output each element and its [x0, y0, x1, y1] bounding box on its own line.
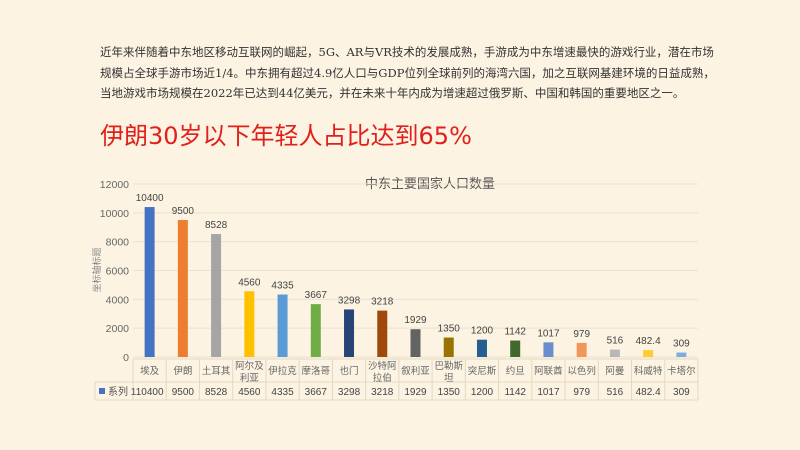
category-label: 叙利亚: [401, 365, 430, 377]
data-label: 8528: [205, 220, 228, 231]
category-label: 突尼斯: [468, 365, 497, 377]
table-value: 309: [673, 387, 690, 398]
table-value: 482.4: [636, 387, 661, 398]
headline: 伊朗30岁以下年轻人占比达到65%: [100, 122, 472, 150]
category-label: 以色列: [567, 365, 596, 377]
table-value: 9500: [172, 387, 195, 398]
category-label: 阿联酋: [534, 365, 563, 377]
category-label: 伊朗: [173, 365, 192, 377]
category-label: 约旦: [506, 365, 525, 377]
paragraph-line: 当地游戏市场规模在2022年已达到44亿美元，并在未来十年内成为增速超过俄罗斯、…: [100, 86, 685, 100]
table-value: 4335: [271, 387, 294, 398]
data-label: 1200: [471, 326, 494, 337]
data-label: 309: [673, 339, 690, 350]
bar: [510, 340, 521, 357]
data-label: 10400: [136, 193, 164, 204]
category-label: 摩洛哥: [302, 365, 331, 377]
bar: [277, 294, 288, 357]
category-label: 伊拉克: [268, 365, 297, 377]
category-label: 坦: [444, 373, 454, 384]
table-value: 4560: [238, 387, 261, 398]
table-value: 1142: [504, 387, 526, 398]
bar: [344, 309, 355, 357]
data-label: 3298: [338, 295, 361, 306]
bar: [310, 304, 321, 357]
data-label: 4560: [238, 277, 261, 288]
table-value: 3298: [338, 387, 361, 398]
table-value: 3218: [371, 387, 394, 398]
bar: [377, 310, 388, 357]
category-label: 埃及: [140, 365, 160, 377]
bar: [211, 234, 222, 357]
data-label: 979: [573, 329, 590, 340]
data-label: 4335: [271, 281, 294, 292]
category-label: 巴勒斯: [434, 360, 463, 372]
table-value: 10400: [136, 387, 164, 398]
bar: [576, 342, 587, 357]
bar: [177, 220, 188, 357]
data-label: 1017: [537, 328, 560, 339]
y-tick-label: 0: [123, 352, 129, 364]
bar: [144, 207, 155, 357]
bar: [244, 291, 255, 357]
data-label: 3667: [305, 290, 328, 301]
legend-key: [99, 388, 105, 394]
table-value: 1929: [404, 387, 427, 398]
paragraph-line: 规模占全球手游市场近1/4。中东拥有超过4.9亿人口与GDP位列全球前列的海湾六…: [100, 65, 715, 80]
table-value: 1350: [438, 387, 461, 398]
bar: [410, 329, 421, 357]
table-value: 979: [573, 387, 590, 398]
paragraph-line: 近年来伴随着中东地区移动互联网的崛起，5G、AR与VR技术的发展成熟，手游成为中…: [100, 45, 714, 59]
bar: [543, 342, 554, 357]
category-label: 也门: [340, 365, 359, 377]
y-tick-label: 10000: [100, 208, 129, 220]
y-tick-label: 2000: [106, 323, 130, 335]
table-value: 516: [607, 387, 624, 398]
data-label: 9500: [172, 206, 195, 217]
data-label: 1142: [504, 327, 526, 338]
y-tick-label: 4000: [106, 294, 130, 306]
category-label: 土耳其: [202, 365, 231, 377]
category-label: 利亚: [240, 372, 260, 384]
table-value: 8528: [205, 387, 228, 398]
data-label: 1350: [438, 324, 461, 335]
y-tick-label: 12000: [100, 179, 129, 191]
category-label: 科威特: [634, 365, 663, 377]
data-label: 3218: [371, 297, 394, 308]
intro-paragraph: 近年来伴随着中东地区移动互联网的崛起，5G、AR与VR技术的发展成熟，手游成为中…: [100, 42, 715, 104]
category-label: 卡塔尔: [667, 365, 696, 377]
bar: [609, 349, 620, 357]
y-tick-label: 6000: [106, 266, 130, 278]
table-value: 1200: [471, 387, 494, 398]
bar: [476, 339, 487, 357]
category-label: 阿尔及: [235, 360, 264, 372]
bar: [643, 350, 654, 357]
category-label: 阿曼: [605, 366, 625, 377]
y-tick-label: 8000: [106, 237, 130, 249]
series-name: 系列 1: [108, 385, 137, 398]
category-label: 沙特阿: [368, 360, 397, 372]
bar: [443, 337, 454, 357]
data-label: 482.4: [636, 336, 661, 347]
y-axis-title: 坐标轴标题: [91, 247, 102, 292]
table-value: 1017: [537, 387, 560, 398]
category-label: 拉伯: [373, 372, 392, 384]
data-label: 516: [607, 336, 624, 347]
table-value: 3667: [305, 387, 328, 398]
bar: [676, 352, 687, 357]
data-label: 1929: [404, 315, 427, 326]
